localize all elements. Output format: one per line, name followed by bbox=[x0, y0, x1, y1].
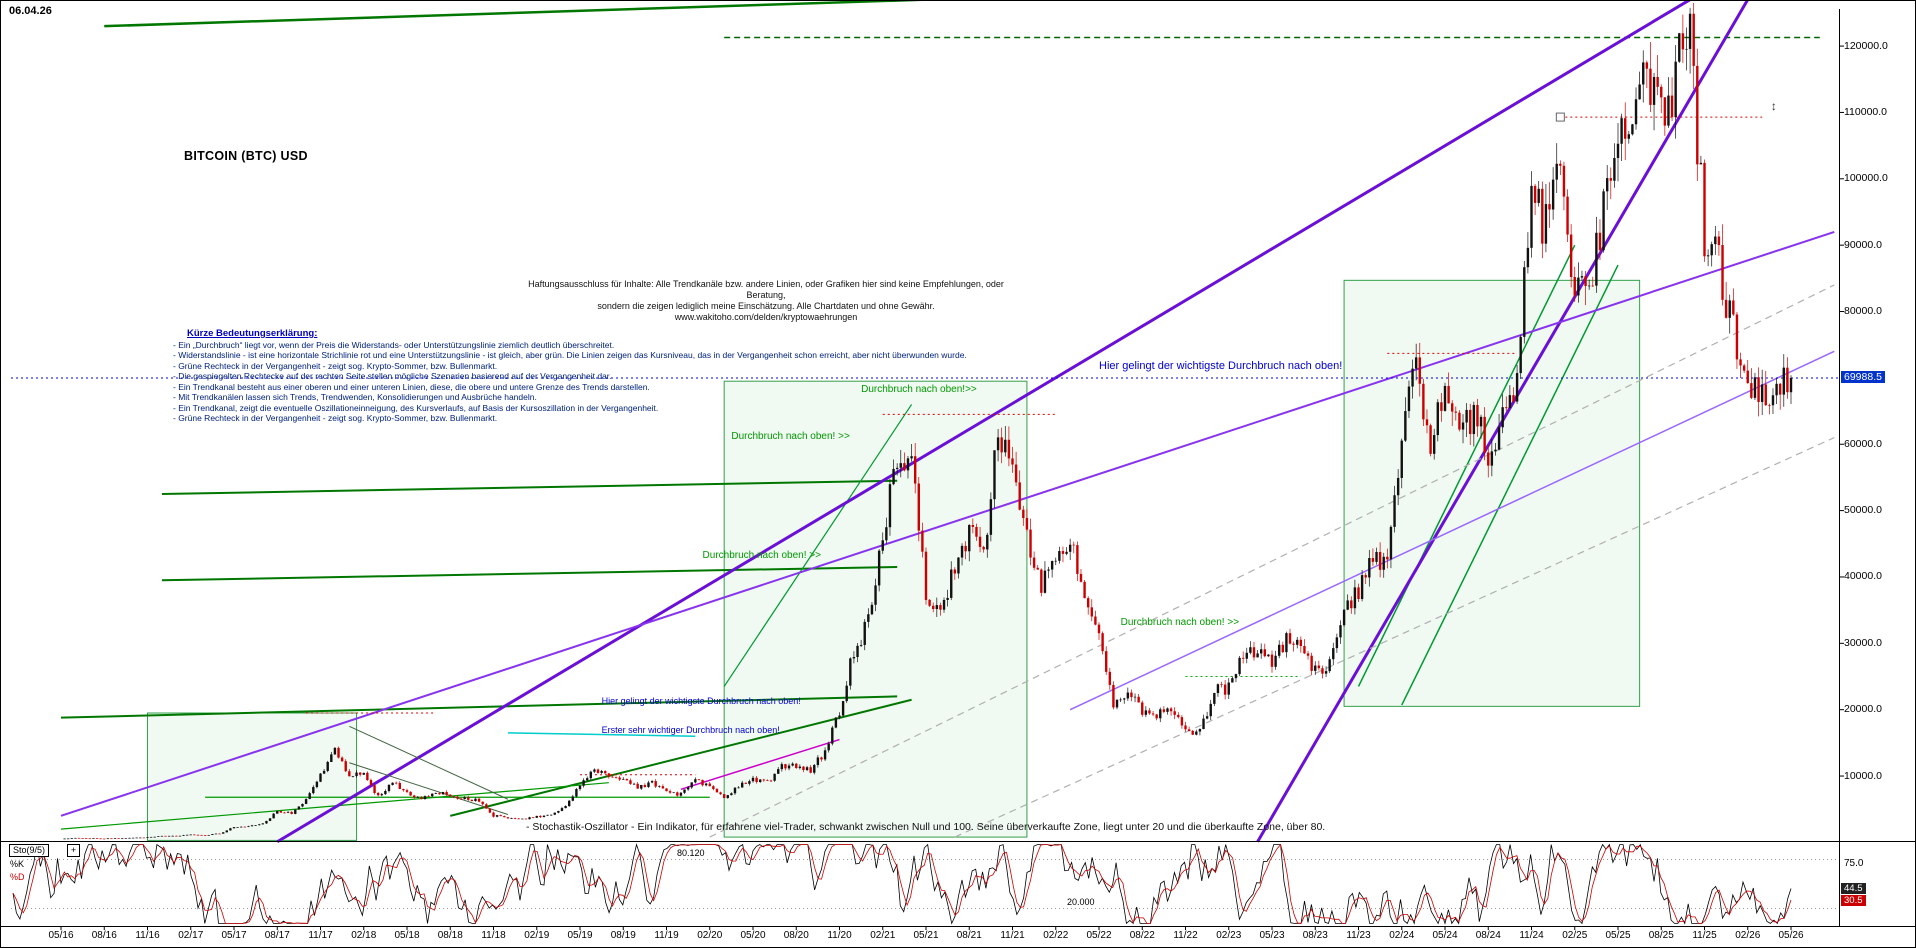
time-axis-label: 11/21 bbox=[1000, 930, 1025, 941]
time-axis-label: 08/20 bbox=[783, 930, 809, 941]
marker-square bbox=[1555, 112, 1565, 122]
time-axis-label: 05/16 bbox=[48, 930, 74, 941]
stochastic-k-value-badge: 44.5 bbox=[1841, 882, 1866, 894]
time-axis-label: 08/19 bbox=[610, 930, 636, 941]
time-axis-label: 08/25 bbox=[1648, 930, 1674, 941]
time-axis-label: 05/23 bbox=[1259, 930, 1285, 941]
legend-line: - Mit Trendkanälen lassen sich Trends, T… bbox=[173, 392, 537, 402]
time-axis-label: 02/19 bbox=[524, 930, 550, 941]
time-axis-label: 05/22 bbox=[1086, 930, 1112, 941]
time-axis-label: 05/21 bbox=[913, 930, 939, 941]
time-axis-label: 05/25 bbox=[1605, 930, 1631, 941]
price-axis-label: 30000.0 bbox=[1844, 636, 1882, 649]
time-axis-label: 02/18 bbox=[351, 930, 377, 941]
legend-line: - Ein „Durchbruch“ liegt vor, wenn der P… bbox=[173, 339, 615, 350]
time-axis-label: 08/16 bbox=[91, 930, 117, 941]
stochastic-d-line bbox=[12, 843, 1792, 924]
price-axis-label: 110000.0 bbox=[1844, 105, 1888, 118]
stochastic-d-label: %D bbox=[9, 872, 26, 882]
breakout-annotation: Durchbruch nach oben! >> bbox=[702, 550, 821, 562]
time-axis-label: 02/26 bbox=[1735, 930, 1761, 941]
stochastic-level20-label: 20.000 bbox=[1067, 897, 1095, 907]
disclaimer-line: sondern die zeigen lediglich meine Einsc… bbox=[597, 301, 935, 322]
time-axis-label: 11/16 bbox=[135, 930, 160, 941]
price-axis-label: 120000.0 bbox=[1844, 39, 1888, 52]
time-axis-label: 05/18 bbox=[394, 930, 420, 941]
time-axis-label: 05/17 bbox=[221, 930, 247, 941]
current-price-badge: 69988.5 bbox=[1841, 370, 1885, 383]
price-axis-label: 10000.0 bbox=[1844, 769, 1882, 782]
scenario-boxes bbox=[147, 279, 1641, 841]
stochastic-d-value-badge: 30.5 bbox=[1841, 894, 1866, 906]
chart-title: BITCOIN (BTC) USD bbox=[184, 149, 308, 163]
breakout-annotation: Erster sehr wichtiger Durchbruch nach ob… bbox=[601, 724, 780, 735]
stochastic-note: - Stochastik-Oszillator - Ein Indikator,… bbox=[526, 821, 1326, 833]
stochastic-settings-button[interactable]: Sto(9/5) bbox=[9, 844, 50, 857]
legend-line: - Grüne Rechteck in der Vergangenheit - … bbox=[173, 360, 498, 371]
breakout-annotation: Durchbruch nach oben! >> bbox=[1120, 616, 1240, 628]
time-axis-label: 11/17 bbox=[308, 930, 333, 941]
legend-block: Kürze Bedeutungserklärung: - Ein „Durchb… bbox=[173, 328, 967, 424]
breakout-annotation: Hier gelingt der wichtigste Durchbruch n… bbox=[1099, 359, 1343, 372]
price-axis-label: 50000.0 bbox=[1844, 504, 1882, 517]
stochastic-levels bbox=[11, 859, 1839, 909]
stochastic-k-line bbox=[12, 843, 1792, 925]
time-axis-label: 11/22 bbox=[1173, 930, 1198, 941]
time-axis-label: 05/20 bbox=[740, 930, 766, 941]
time-axis-label: 11/18 bbox=[481, 930, 506, 941]
disclaimer-line: Haftungsausschluss für Inhalte: Alle Tre… bbox=[528, 279, 1004, 300]
updown-arrow-icon: ↕ bbox=[1770, 99, 1777, 114]
time-axis-label: 08/21 bbox=[956, 930, 982, 941]
stochastic-expand-button[interactable]: + bbox=[67, 844, 80, 857]
price-axis-label: 80000.0 bbox=[1844, 305, 1882, 318]
time-axis-label: 11/25 bbox=[1692, 930, 1717, 941]
disclaimer-text: Haftungsausschluss für Inhalte: Alle Tre… bbox=[521, 279, 1011, 323]
time-axis-label: 08/24 bbox=[1475, 930, 1501, 941]
time-axis-label: 05/26 bbox=[1778, 930, 1804, 941]
stochastic-level75-label: 75.0 bbox=[1844, 857, 1864, 869]
candlestick-series bbox=[63, 2, 1793, 840]
stochastic-k-label: %K bbox=[9, 859, 26, 869]
axis-ticks bbox=[60, 45, 1844, 930]
time-axis-label: 11/24 bbox=[1519, 930, 1544, 941]
legend-line: - Ein Trendkanal, zeigt die eventuelle O… bbox=[173, 402, 659, 413]
legend-line: - Ein Trendkanal besteht aus einer obere… bbox=[173, 381, 650, 392]
legend-line: - Die gespiegelten Rechtecke auf der rec… bbox=[173, 371, 612, 381]
time-axis-label: 02/24 bbox=[1389, 930, 1415, 941]
legend-line: - Widerstandslinie - ist eine horizontal… bbox=[173, 350, 967, 360]
price-axis-label: 90000.0 bbox=[1844, 238, 1882, 251]
time-axis-label: 08/18 bbox=[437, 930, 463, 941]
time-axis-label: 08/23 bbox=[1302, 930, 1328, 941]
time-axis-label: 11/20 bbox=[827, 930, 852, 941]
price-axis-label: 20000.0 bbox=[1844, 703, 1882, 716]
price-axis-label: 100000.0 bbox=[1844, 172, 1888, 185]
legend-title: Kürze Bedeutungserklärung: bbox=[187, 328, 318, 339]
breakout-annotation: Hier gelingt der wichtigste Durchbruch n… bbox=[601, 695, 801, 706]
time-axis-label: 02/25 bbox=[1562, 930, 1588, 941]
time-axis-label: 05/24 bbox=[1432, 930, 1458, 941]
stochastic-level80-label: 80.120 bbox=[677, 848, 705, 858]
time-axis-label: 02/22 bbox=[1043, 930, 1069, 941]
legend-line: - Grüne Rechteck in der Vergangenheit - … bbox=[173, 413, 498, 423]
price-axis-label: 60000.0 bbox=[1844, 437, 1882, 450]
time-axis-label: 11/19 bbox=[654, 930, 679, 941]
time-axis-label: 11/23 bbox=[1346, 930, 1371, 941]
time-axis-label: 05/19 bbox=[567, 930, 593, 941]
time-axis-label: 02/20 bbox=[697, 930, 723, 941]
breakout-annotation: Durchbruch nach oben!>> bbox=[861, 384, 977, 396]
time-axis-label: 02/21 bbox=[870, 930, 896, 941]
breakout-annotation: Durchbruch nach oben! >> bbox=[731, 430, 850, 442]
time-axis-label: 02/17 bbox=[178, 930, 204, 941]
price-axis-label: 40000.0 bbox=[1844, 570, 1882, 583]
time-axis-label: 08/22 bbox=[1129, 930, 1155, 941]
time-axis-label: 02/23 bbox=[1216, 930, 1242, 941]
trend-lines bbox=[60, 1, 1835, 844]
date-label: 06.04.26 bbox=[9, 5, 52, 17]
time-axis-label: 08/17 bbox=[264, 930, 290, 941]
